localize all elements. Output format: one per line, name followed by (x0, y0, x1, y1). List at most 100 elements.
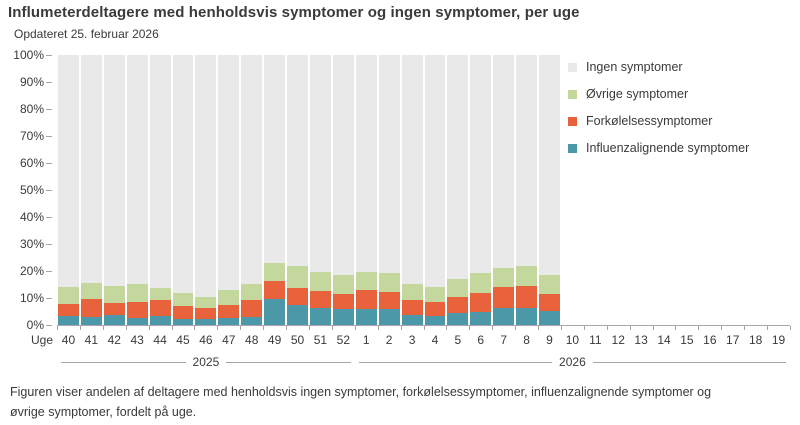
x-tick-mark (584, 326, 585, 330)
bar-segment-week-2 (378, 309, 400, 325)
x-tick-mark (286, 326, 287, 330)
year-group-2026: 2026 (358, 353, 787, 371)
x-tick-label-week-16: 16 (703, 333, 717, 347)
chart-title: Influmeterdeltagere med henholdsvis symp… (8, 4, 580, 21)
x-tick-mark (446, 326, 447, 330)
x-axis-labels: 40 41 42 43 44 45 46 47 48 49 50 51 52 1 2 3 4 5 6 7 8 9 10 11 1… (57, 333, 790, 349)
bar-segment-week-43 (126, 55, 148, 285)
bar-segment-week-45 (172, 305, 194, 319)
y-tick-label: 100% (13, 48, 44, 62)
x-tick-label-week-49: 49 (267, 333, 282, 347)
bar-segment-week-9 (539, 293, 560, 311)
bar-segment-week-8 (516, 307, 538, 325)
x-tick-label-week-8: 8 (523, 333, 530, 347)
bar-segment-week-9 (539, 310, 560, 325)
bar-segment-week-50 (287, 287, 308, 306)
x-tick-mark (126, 326, 127, 330)
bar-segment-week-45 (172, 318, 194, 325)
x-tick-mark (172, 326, 173, 330)
bar-segment-week-44 (149, 288, 171, 301)
x-tick-label-week-42: 42 (107, 333, 121, 347)
bar-segment-week-8 (516, 55, 538, 266)
x-tick-label-week-44: 44 (153, 333, 167, 347)
legend-label: Influenzalignende symptomer (586, 141, 750, 155)
legend-swatch-icon (568, 144, 577, 153)
y-tick-label: 10% (19, 291, 44, 305)
legend-item: Øvrige symptomer (568, 87, 749, 102)
x-tick-mark (721, 326, 722, 330)
x-tick-mark (767, 326, 768, 330)
legend-label: Ingen symptomer (586, 60, 683, 74)
y-tick-label: 70% (19, 129, 44, 143)
bar-segment-week-46 (195, 319, 217, 325)
bar-segment-week-4 (424, 302, 446, 317)
bar-segment-week-7 (493, 55, 515, 269)
x-tick-mark (630, 326, 631, 330)
x-tick-label-week-15: 15 (680, 333, 694, 347)
x-tick-mark (103, 326, 104, 330)
bar-segment-week-4 (424, 55, 446, 287)
x-tick-label-week-41: 41 (84, 333, 99, 347)
x-tick-label-week-4: 4 (431, 333, 439, 347)
bar-segment-week-42 (103, 55, 125, 286)
bar-segment-week-43 (126, 301, 148, 318)
bar-segment-week-42 (103, 285, 125, 303)
bar-segment-week-50 (287, 55, 308, 267)
bar-segment-week-7 (493, 268, 515, 287)
x-tick-mark (378, 326, 379, 330)
bar-segment-week-40 (58, 55, 79, 288)
year-group-rule (61, 361, 186, 363)
legend-swatch-icon (568, 63, 577, 72)
bar-segment-week-49 (264, 299, 286, 325)
bar-segment-week-7 (493, 307, 515, 325)
x-axis-prefix-label: Uge (30, 333, 53, 347)
x-tick-label-week-52: 52 (336, 333, 350, 347)
bar-segment-week-51 (309, 307, 331, 325)
figure-caption: Figuren viser andelen af deltagere med h… (10, 385, 712, 419)
bar-segment-week-47 (218, 289, 240, 305)
x-tick-label-week-12: 12 (611, 333, 625, 347)
influmeter-weekly-symptoms-chart: Influmeterdeltagere med henholdsvis symp… (8, 4, 791, 371)
bar-segment-week-5 (447, 279, 469, 298)
x-tick-label-week-47: 47 (222, 333, 236, 347)
bar-segment-week-4 (424, 286, 446, 303)
y-tick-mark (46, 244, 52, 245)
year-group-rule (358, 361, 553, 363)
bar-segment-week-6 (470, 292, 492, 312)
x-tick-label-week-17: 17 (726, 333, 740, 347)
x-tick-mark (217, 326, 218, 330)
year-group-rule (226, 361, 351, 363)
x-tick-label-week-5: 5 (454, 333, 462, 347)
y-tick-mark (46, 136, 52, 137)
bar-segment-week-48 (241, 316, 263, 325)
bar-segment-week-5 (447, 297, 469, 314)
bar-segment-week-51 (309, 291, 331, 308)
x-tick-label-week-1: 1 (362, 333, 370, 347)
x-tick-mark (194, 326, 195, 330)
x-tick-mark (469, 326, 470, 330)
y-tick-label: 60% (19, 156, 44, 170)
x-tick-mark (653, 326, 654, 330)
legend-item: Influenzalignende symptomer (568, 141, 749, 156)
x-tick-mark (401, 326, 402, 330)
y-tick-mark (46, 298, 52, 299)
x-axis-line (57, 325, 790, 326)
x-tick-mark (561, 326, 562, 330)
bar-segment-week-41 (80, 282, 102, 299)
bar-segment-week-45 (172, 55, 194, 294)
bar-segment-week-46 (195, 307, 217, 320)
y-tick-mark (46, 55, 52, 56)
y-tick-label: 40% (19, 210, 44, 224)
bar-segment-week-48 (241, 283, 263, 300)
x-tick-mark (332, 326, 333, 330)
x-tick-mark (149, 326, 150, 330)
bar-segment-week-41 (80, 55, 102, 283)
x-tick-mark (240, 326, 241, 330)
bar-segment-week-8 (516, 265, 538, 287)
x-tick-mark (607, 326, 608, 330)
bar-segment-week-47 (218, 55, 240, 290)
bar-segment-week-47 (218, 304, 240, 318)
bar-segment-week-3 (401, 283, 423, 300)
bar-segment-week-2 (378, 273, 400, 292)
plot-area (57, 55, 790, 325)
